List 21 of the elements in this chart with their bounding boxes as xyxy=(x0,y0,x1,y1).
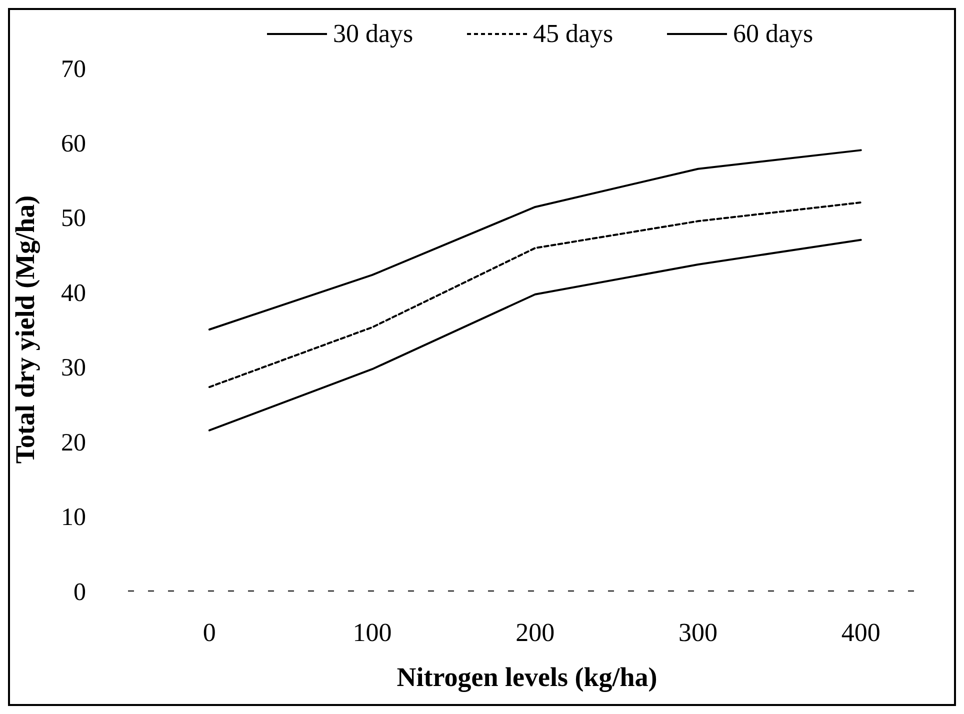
x-tick-label: 300 xyxy=(678,618,718,647)
line-series xyxy=(208,238,862,432)
line-series xyxy=(208,149,862,330)
y-tick-label: 20 xyxy=(61,429,86,456)
x-tick-label: 200 xyxy=(516,618,555,647)
x-tick-label: 100 xyxy=(352,618,392,647)
y-axis-title: Total dry yield (Mg/ha) xyxy=(10,195,40,464)
y-tick-label: 70 xyxy=(61,56,86,83)
legend-label: 45 days xyxy=(533,19,614,48)
x-axis-title: Nitrogen levels (kg/ha) xyxy=(396,662,658,692)
x-tick-label: 0 xyxy=(202,618,216,647)
y-tick-label: 40 xyxy=(61,280,86,307)
y-tick-label: 30 xyxy=(61,354,86,382)
line-series xyxy=(208,201,862,388)
legend-label: 60 days xyxy=(733,19,814,48)
y-tick-label: 60 xyxy=(61,130,86,158)
legend-label: 30 days xyxy=(333,19,414,48)
y-tick-label: 0 xyxy=(74,578,86,606)
y-tick-label: 50 xyxy=(61,205,86,232)
y-tick-label: 10 xyxy=(61,504,86,532)
x-tick-label: 400 xyxy=(841,618,880,647)
